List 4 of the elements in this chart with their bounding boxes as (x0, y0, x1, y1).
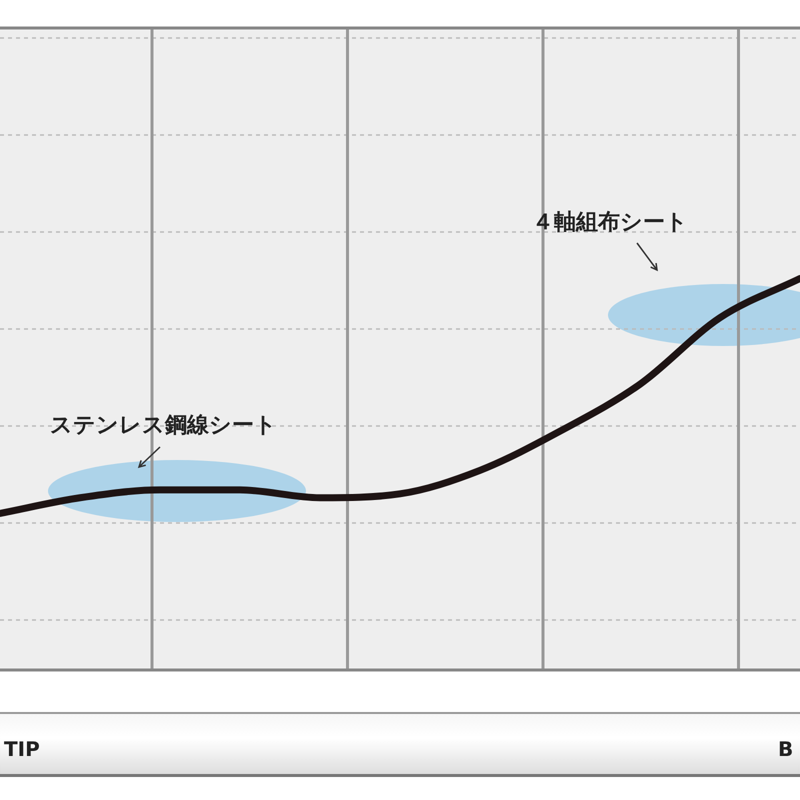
text: B (778, 737, 794, 761)
annotation: ステンレス鋼線シート (50, 412, 277, 440)
text: TIP (4, 737, 40, 761)
text: ４軸組布シート (532, 209, 688, 237)
